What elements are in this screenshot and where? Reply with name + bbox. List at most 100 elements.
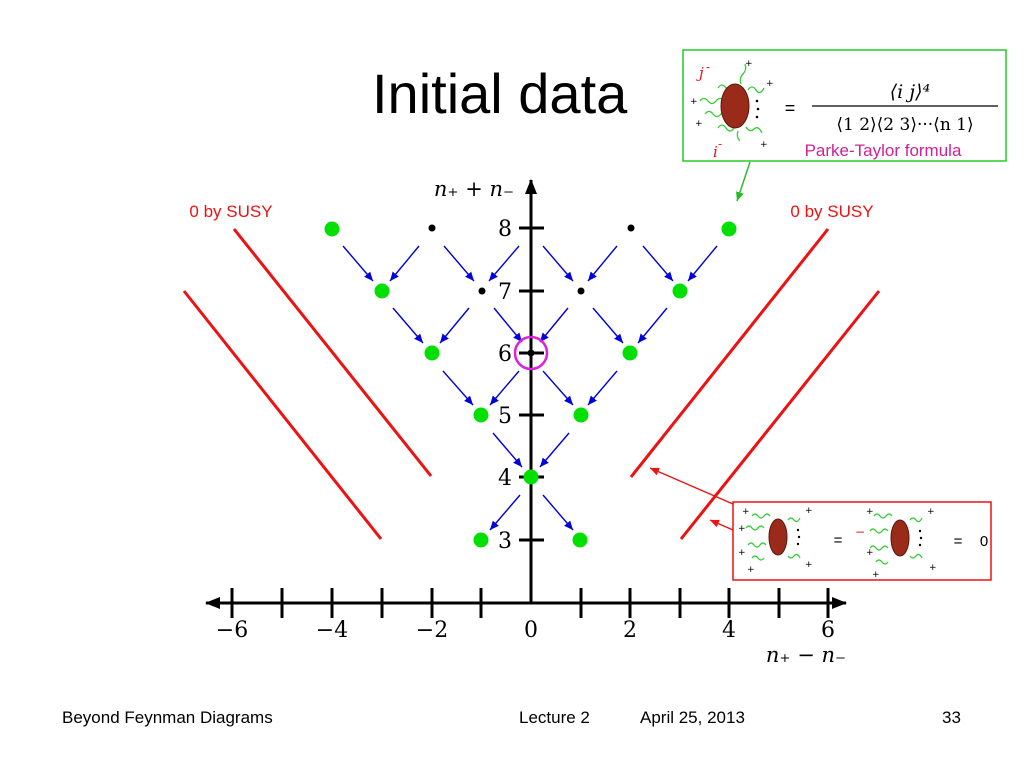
small-dot bbox=[627, 224, 635, 232]
y-tick-label: 3 bbox=[498, 529, 512, 554]
footer-page-number: 33 bbox=[942, 708, 961, 727]
plus-sign: + bbox=[738, 524, 746, 534]
y-tick-label: 6 bbox=[498, 342, 512, 367]
gluon-line bbox=[909, 553, 923, 559]
gluon-line bbox=[699, 97, 725, 105]
susy-label-right: 0 by SUSY bbox=[790, 202, 873, 221]
minus-sign: - bbox=[718, 137, 722, 151]
gluon-line bbox=[747, 86, 765, 94]
susy-zero-box: + + + + + + + + + + + − = = 0 bbox=[732, 501, 992, 581]
parke-taylor-caption: Parke-Taylor formula bbox=[805, 141, 962, 160]
formula-denominator: ⟨1 2⟩⟨2 3⟩···⟨n 1⟩ bbox=[836, 115, 973, 135]
small-dots bbox=[428, 224, 635, 357]
plus-sign: + bbox=[805, 560, 813, 570]
parke-taylor-box: j - i - + + + + + = ⟨i j⟩⁴ ⟨1 2⟩⟨2 3⟩···… bbox=[682, 49, 1007, 162]
plus-sign: + bbox=[766, 79, 774, 89]
x-tick-label: −2 bbox=[416, 618, 448, 643]
amplitude-dot bbox=[572, 532, 588, 548]
plus-sign: + bbox=[866, 548, 874, 558]
plus-sign: + bbox=[760, 140, 768, 150]
mhv-blob-diagram: j - i - + + + + + bbox=[690, 59, 774, 161]
gluon-line bbox=[745, 126, 763, 134]
amplitude-dot bbox=[721, 221, 737, 237]
susy-lines bbox=[182, 228, 881, 540]
susy-line bbox=[232, 228, 433, 477]
plus-sign: + bbox=[738, 548, 746, 558]
plus-sign: + bbox=[929, 563, 937, 573]
pointer-arrow bbox=[649, 467, 734, 505]
pointer-arrow bbox=[736, 161, 751, 202]
susy-label-left: 0 by SUSY bbox=[189, 202, 272, 221]
susy-line bbox=[629, 228, 830, 478]
plus-sign: + bbox=[747, 565, 755, 575]
gluon-line bbox=[875, 559, 889, 565]
footer-course-title: Beyond Feynman Diagrams bbox=[62, 708, 273, 727]
gluon-line bbox=[745, 525, 765, 531]
label-j: j bbox=[696, 64, 704, 82]
recursion-arrows bbox=[342, 245, 718, 531]
formula-numerator: ⟨i j⟩⁴ bbox=[890, 81, 930, 103]
plus-sign: + bbox=[805, 506, 813, 516]
small-dot bbox=[478, 287, 486, 295]
plus-sign: + bbox=[695, 119, 703, 129]
footer-lecture: Lecture 2 bbox=[519, 708, 590, 727]
small-dot bbox=[428, 224, 436, 232]
amplitude-blob bbox=[768, 518, 788, 556]
amplitude-dot bbox=[324, 221, 340, 237]
equals-sign: = bbox=[834, 532, 843, 549]
plus-sign: + bbox=[872, 570, 880, 580]
gluon-line bbox=[717, 124, 735, 132]
x-tick-label: −6 bbox=[216, 618, 248, 643]
y-tick-label: 5 bbox=[498, 404, 512, 429]
plus-sign: + bbox=[927, 507, 935, 517]
y-tick-label: 7 bbox=[498, 280, 512, 305]
amplitude-dot bbox=[622, 345, 638, 361]
plus-sign: + bbox=[690, 97, 698, 107]
amplitude-dot bbox=[374, 283, 390, 299]
gluon-line bbox=[869, 528, 889, 534]
gluon-line bbox=[909, 517, 923, 523]
x-tick-label: 2 bbox=[623, 618, 637, 643]
amplitude-dot bbox=[473, 532, 489, 548]
amplitude-blob bbox=[890, 519, 910, 557]
plus-sign: + bbox=[866, 507, 874, 517]
amplitude-dot bbox=[473, 407, 489, 423]
zero-result: 0 bbox=[980, 533, 988, 550]
x-tick-label: −4 bbox=[316, 618, 348, 643]
small-dot bbox=[577, 287, 585, 295]
gluon-line bbox=[747, 542, 767, 548]
y-tick-label: 8 bbox=[498, 217, 512, 242]
y-tick-label: 4 bbox=[498, 466, 512, 491]
nonzero-amplitudes bbox=[324, 221, 737, 548]
amplitude-dot bbox=[573, 407, 589, 423]
amplitude-dot bbox=[672, 283, 688, 299]
x-tick-label: 0 bbox=[524, 618, 538, 643]
helicity-diagram: −6 −4 −2 0 2 4 6 n₊ − n₋ 3 4 5 6 7 8 n bbox=[182, 49, 1007, 667]
gluon-line bbox=[869, 545, 889, 551]
gluon-line bbox=[751, 513, 771, 519]
minus-sign: − bbox=[855, 525, 865, 539]
susy-line bbox=[679, 290, 881, 540]
pointer-arrow bbox=[709, 519, 734, 531]
x-tick-label: 6 bbox=[821, 618, 835, 643]
x-tick-label: 4 bbox=[722, 618, 736, 643]
susy-line bbox=[182, 290, 383, 540]
small-dot bbox=[527, 349, 535, 357]
gluon-line bbox=[739, 63, 747, 85]
slide-title: Initial data bbox=[372, 62, 628, 125]
gluon-line bbox=[787, 553, 801, 559]
gluon-line bbox=[736, 130, 741, 142]
y-axis-label: n₊ + n₋ bbox=[434, 177, 514, 201]
y-axis: 3 4 5 6 7 8 n₊ + n₋ bbox=[434, 177, 544, 603]
amplitude-blob bbox=[720, 83, 750, 129]
gluon-line bbox=[873, 513, 893, 519]
gluon-line bbox=[751, 555, 765, 561]
label-i: i bbox=[713, 143, 718, 161]
amplitude-dot bbox=[424, 345, 440, 361]
highlight-circle bbox=[513, 335, 549, 371]
plus-sign: + bbox=[745, 59, 753, 69]
gluon-line bbox=[787, 517, 801, 523]
amplitude-dot bbox=[523, 469, 539, 485]
plus-sign: + bbox=[742, 507, 750, 517]
minus-sign: - bbox=[706, 60, 710, 74]
